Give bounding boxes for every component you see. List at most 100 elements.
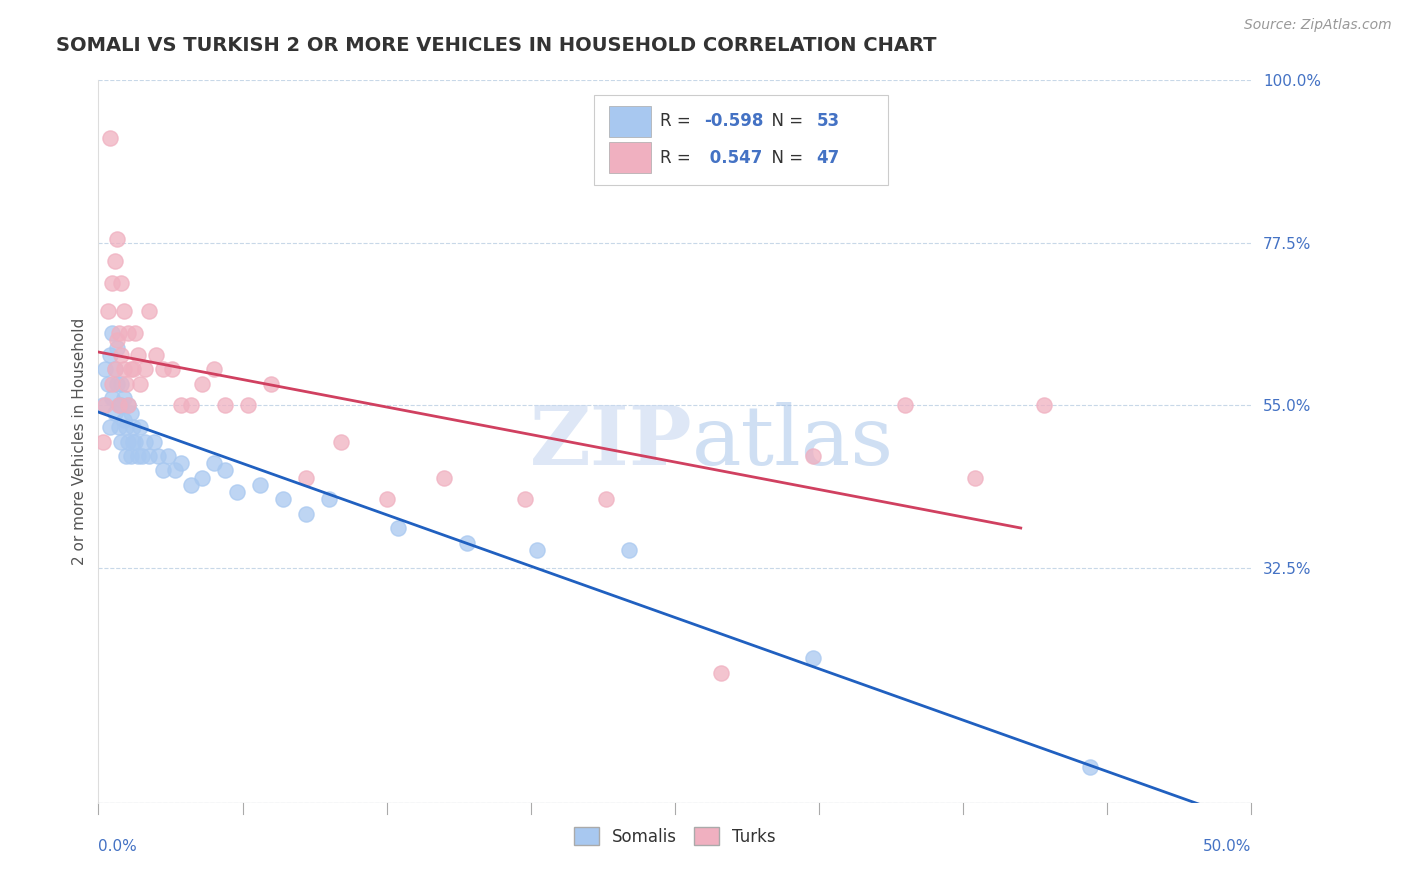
Text: N =: N = (762, 149, 808, 167)
Point (129, 420, 152, 434)
Point (191, 470, 214, 484)
Point (108, 398, 131, 412)
Point (101, 376, 124, 391)
Text: ZIP: ZIP (530, 401, 692, 482)
Point (202, 456, 225, 470)
Text: -0.598: -0.598 (704, 112, 763, 130)
FancyBboxPatch shape (609, 143, 651, 173)
Point (115, 449, 138, 463)
Point (103, 362, 125, 376)
Point (138, 304, 160, 318)
Point (98, 131, 121, 145)
Point (112, 304, 135, 318)
Point (375, 492, 398, 507)
Text: Source: ZipAtlas.com: Source: ZipAtlas.com (1244, 18, 1392, 32)
Point (170, 456, 193, 470)
Point (117, 326, 139, 340)
Point (387, 521, 409, 535)
Point (105, 232, 128, 246)
Point (127, 348, 149, 362)
Point (103, 253, 125, 268)
Point (318, 492, 340, 507)
Point (202, 362, 225, 376)
Point (94, 362, 117, 376)
Point (134, 362, 156, 376)
Point (91, 434, 114, 449)
Point (124, 434, 146, 449)
Point (115, 376, 138, 391)
Point (163, 463, 186, 477)
Point (122, 362, 145, 376)
Point (120, 449, 142, 463)
Point (105, 341, 128, 355)
Point (131, 449, 153, 463)
Point (97, 304, 120, 318)
Point (110, 348, 132, 362)
Y-axis label: 2 or more Vehicles in Household: 2 or more Vehicles in Household (72, 318, 87, 566)
Text: R =: R = (659, 149, 696, 167)
Point (617, 542, 640, 557)
Point (117, 434, 139, 449)
Point (91, 398, 114, 412)
Point (145, 348, 167, 362)
Text: 53: 53 (817, 112, 839, 130)
Point (110, 434, 132, 449)
Point (295, 507, 318, 521)
Text: 50.0%: 50.0% (1204, 838, 1251, 854)
Point (112, 413, 135, 427)
Point (271, 492, 294, 507)
Point (110, 376, 132, 391)
Point (295, 470, 318, 484)
Text: atlas: atlas (692, 401, 894, 482)
Point (120, 406, 142, 420)
Point (110, 276, 132, 290)
Point (170, 398, 193, 412)
Legend: Somalis, Turks: Somalis, Turks (567, 821, 783, 852)
Text: 0.0%: 0.0% (98, 838, 138, 854)
Point (98, 348, 121, 362)
Point (152, 362, 174, 376)
Point (433, 470, 456, 484)
Point (513, 492, 536, 507)
Point (894, 398, 917, 412)
Point (108, 420, 131, 434)
Point (101, 326, 124, 340)
Text: 0.547: 0.547 (704, 149, 762, 167)
Point (105, 376, 128, 391)
Point (124, 326, 146, 340)
Point (963, 470, 986, 484)
Point (214, 463, 236, 477)
Text: SOMALI VS TURKISH 2 OR MORE VEHICLES IN HOUSEHOLD CORRELATION CHART: SOMALI VS TURKISH 2 OR MORE VEHICLES IN … (56, 36, 936, 54)
Point (156, 449, 179, 463)
Point (97, 376, 120, 391)
Point (1032, 398, 1054, 412)
Point (249, 478, 271, 492)
Point (122, 434, 145, 449)
Text: N =: N = (762, 112, 808, 130)
Point (142, 434, 165, 449)
Point (148, 449, 170, 463)
FancyBboxPatch shape (595, 95, 889, 185)
Point (260, 376, 283, 391)
Point (108, 398, 131, 412)
Point (801, 651, 824, 665)
Point (117, 398, 139, 412)
Text: 47: 47 (817, 149, 839, 167)
Point (108, 326, 131, 340)
FancyBboxPatch shape (609, 106, 651, 136)
Point (101, 391, 124, 405)
Point (180, 398, 202, 412)
Point (120, 362, 142, 376)
Point (595, 492, 617, 507)
Point (138, 449, 160, 463)
Point (129, 376, 152, 391)
Point (112, 362, 135, 376)
Point (238, 398, 260, 412)
Text: R =: R = (659, 112, 696, 130)
Point (134, 434, 156, 449)
Point (1078, 760, 1101, 774)
Point (103, 362, 125, 376)
Point (152, 463, 174, 477)
Point (456, 535, 478, 549)
Point (329, 434, 352, 449)
